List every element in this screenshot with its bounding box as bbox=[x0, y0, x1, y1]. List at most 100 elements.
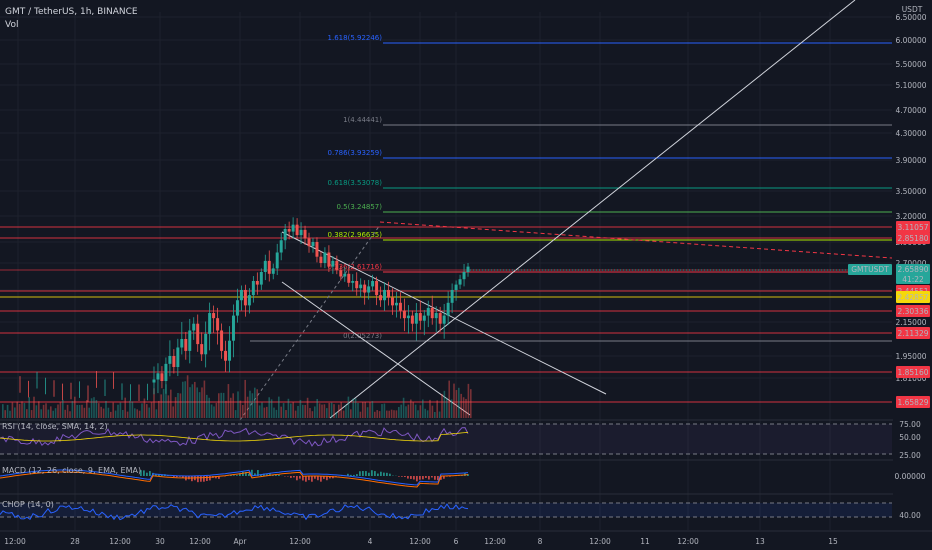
macd-histogram-bar bbox=[356, 474, 358, 476]
candle bbox=[418, 300, 422, 330]
candle bbox=[402, 298, 406, 332]
volume-bar bbox=[184, 381, 186, 418]
volume-bar bbox=[294, 410, 297, 418]
volume-bar bbox=[21, 401, 23, 418]
volume-bar bbox=[162, 389, 165, 418]
volume-bar bbox=[256, 389, 258, 418]
price-tick-label: 5.50000 bbox=[895, 60, 926, 69]
price-tick-label: 2.15000 bbox=[895, 318, 926, 327]
level-label: 2.11329 bbox=[897, 329, 928, 338]
macd-histogram-bar bbox=[290, 476, 292, 478]
macd-histogram-bar bbox=[302, 476, 304, 481]
macd-histogram-bar bbox=[377, 473, 379, 476]
volume-bar bbox=[422, 399, 424, 418]
candle bbox=[251, 276, 255, 303]
volume-bar bbox=[410, 399, 412, 418]
candle-body bbox=[283, 229, 287, 241]
macd-histogram-bar bbox=[431, 476, 433, 478]
level-label: 1.85160 bbox=[897, 368, 928, 377]
macd-histogram-bar bbox=[215, 476, 217, 479]
candle bbox=[299, 222, 303, 245]
macd-histogram-bar bbox=[197, 476, 199, 483]
macd-histogram-bar bbox=[374, 471, 376, 476]
volume-bar bbox=[110, 411, 112, 418]
macd-histogram-bar bbox=[266, 474, 268, 476]
rsi-tick-label: 75.00 bbox=[899, 420, 921, 429]
level-label: 3.11057 bbox=[897, 223, 928, 232]
macd-histogram-bar bbox=[425, 476, 427, 478]
volume-bar bbox=[6, 404, 9, 418]
volume-bar bbox=[186, 375, 189, 418]
volume-bar bbox=[424, 408, 426, 418]
volume-bar bbox=[405, 406, 407, 418]
grid-lines bbox=[0, 12, 892, 530]
candle bbox=[438, 306, 442, 332]
volume-bar bbox=[311, 411, 314, 418]
candles bbox=[19, 217, 470, 402]
macd-histogram-bar bbox=[371, 470, 373, 476]
volume-bar bbox=[446, 398, 448, 418]
volume-bar bbox=[83, 407, 86, 418]
macd-histogram-bar bbox=[269, 473, 271, 476]
symbol-tag: GMTUSDT bbox=[851, 265, 889, 274]
candle bbox=[422, 310, 426, 336]
volume-bar bbox=[417, 410, 419, 418]
level-label-bg bbox=[896, 396, 930, 408]
chart-title: GMT / TetherUS, 1h, BINANCE bbox=[5, 7, 138, 17]
macd-histogram-bar bbox=[236, 475, 238, 476]
candle bbox=[379, 286, 383, 307]
volume-bar bbox=[342, 410, 345, 418]
candle-body bbox=[196, 323, 200, 345]
candle-body bbox=[442, 315, 446, 324]
volume-bar bbox=[323, 404, 326, 418]
time-tick-label: 12:00 bbox=[589, 537, 611, 546]
candle bbox=[426, 300, 430, 328]
volume-bar bbox=[388, 410, 390, 418]
candle-body bbox=[259, 272, 263, 285]
volume-bar bbox=[40, 409, 42, 418]
time-tick-label: 12:00 bbox=[484, 537, 506, 546]
time-axis-bg bbox=[0, 531, 932, 550]
level-label: 2.85180 bbox=[897, 234, 928, 243]
macd-histogram-bar bbox=[218, 476, 220, 479]
candle bbox=[323, 247, 327, 269]
volume-bar bbox=[59, 402, 62, 418]
candle bbox=[255, 272, 259, 295]
candle bbox=[224, 340, 228, 372]
volume-bar bbox=[467, 383, 470, 418]
candle bbox=[212, 305, 216, 333]
volume-bar bbox=[4, 410, 6, 418]
level-label: 1.65829 bbox=[897, 398, 928, 407]
volume-bar bbox=[239, 400, 242, 418]
volume-bar bbox=[338, 404, 340, 418]
macd-histogram-bar bbox=[245, 471, 247, 476]
volume-bars bbox=[2, 375, 472, 418]
macd-histogram-bar bbox=[386, 472, 388, 476]
volume-bar bbox=[30, 410, 33, 418]
volume-bar bbox=[62, 399, 64, 418]
candle bbox=[410, 310, 414, 332]
volume-bar bbox=[266, 406, 268, 418]
volume-bar bbox=[330, 402, 333, 418]
candle-body bbox=[438, 313, 442, 324]
candle bbox=[442, 303, 446, 339]
macd-histogram-bar bbox=[365, 471, 367, 476]
macd-histogram-bar bbox=[368, 472, 370, 476]
macd-histogram-bar bbox=[359, 471, 361, 476]
price-axis-currency: USDT bbox=[902, 5, 923, 14]
volume-bar bbox=[318, 403, 321, 418]
candle bbox=[462, 263, 466, 287]
volume-bar bbox=[86, 400, 88, 418]
time-tick-label: 8 bbox=[538, 537, 543, 546]
candle bbox=[172, 349, 176, 374]
candle-body bbox=[204, 333, 208, 355]
volume-bar bbox=[14, 407, 16, 418]
candle-body bbox=[247, 295, 251, 306]
volume-bar bbox=[218, 393, 220, 418]
fib-label-0.5: 0.5(3.24857) bbox=[336, 203, 382, 211]
chop-line bbox=[0, 503, 469, 521]
candle bbox=[339, 265, 343, 281]
price-tick-label: 4.70000 bbox=[895, 106, 926, 115]
volume-bar bbox=[359, 411, 362, 418]
